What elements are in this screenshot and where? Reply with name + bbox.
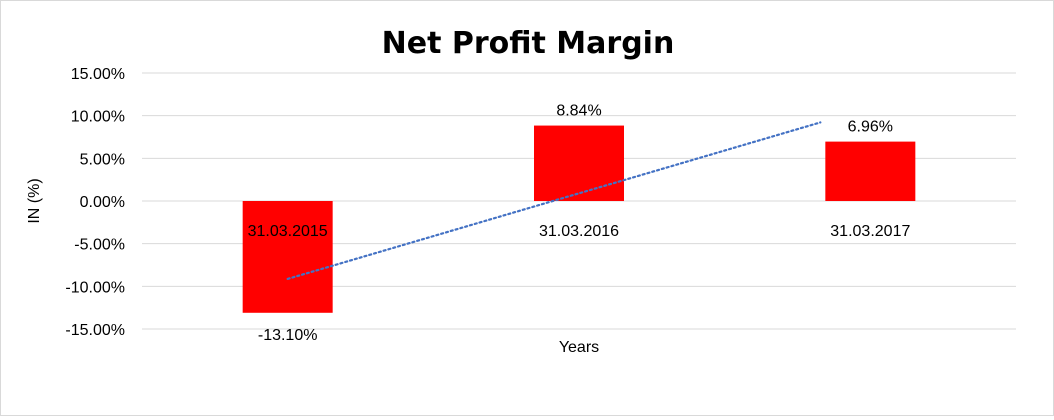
category-label: 31.03.2015: [248, 223, 328, 240]
y-tick-label: -5.00%: [74, 237, 125, 254]
bars: [242, 125, 916, 313]
bar: [242, 201, 333, 313]
x-axis-title: Years: [559, 339, 599, 356]
y-tick-label: 15.00%: [71, 66, 125, 83]
category-labels: 31.03.2015 31.03.2016 31.03.2017: [248, 223, 911, 240]
chart-title: Net Profit Margin: [382, 26, 675, 61]
y-tick-label: 5.00%: [80, 151, 125, 168]
y-axis-title: IN (%): [26, 178, 43, 223]
y-tick-label: -10.00%: [65, 279, 125, 296]
data-label: 6.96%: [848, 119, 893, 136]
trendline-line: [286, 121, 822, 281]
trendline: [286, 121, 822, 281]
category-label: 31.03.2017: [830, 223, 910, 240]
data-labels: -13.10% 8.84% 6.96%: [258, 103, 893, 344]
category-label: 31.03.2016: [539, 223, 619, 240]
bar: [534, 125, 624, 201]
y-tick-labels: 15.00% 10.00% 5.00% 0.00% -5.00% -10.00% -15.0…: [65, 66, 125, 339]
y-tick-label: -15.00%: [65, 322, 125, 339]
y-tick-label: 10.00%: [71, 109, 125, 126]
data-label: -13.10%: [258, 327, 318, 344]
y-tick-label: 0.00%: [80, 194, 125, 211]
bar: [825, 141, 916, 201]
data-label: 8.84%: [556, 103, 601, 120]
